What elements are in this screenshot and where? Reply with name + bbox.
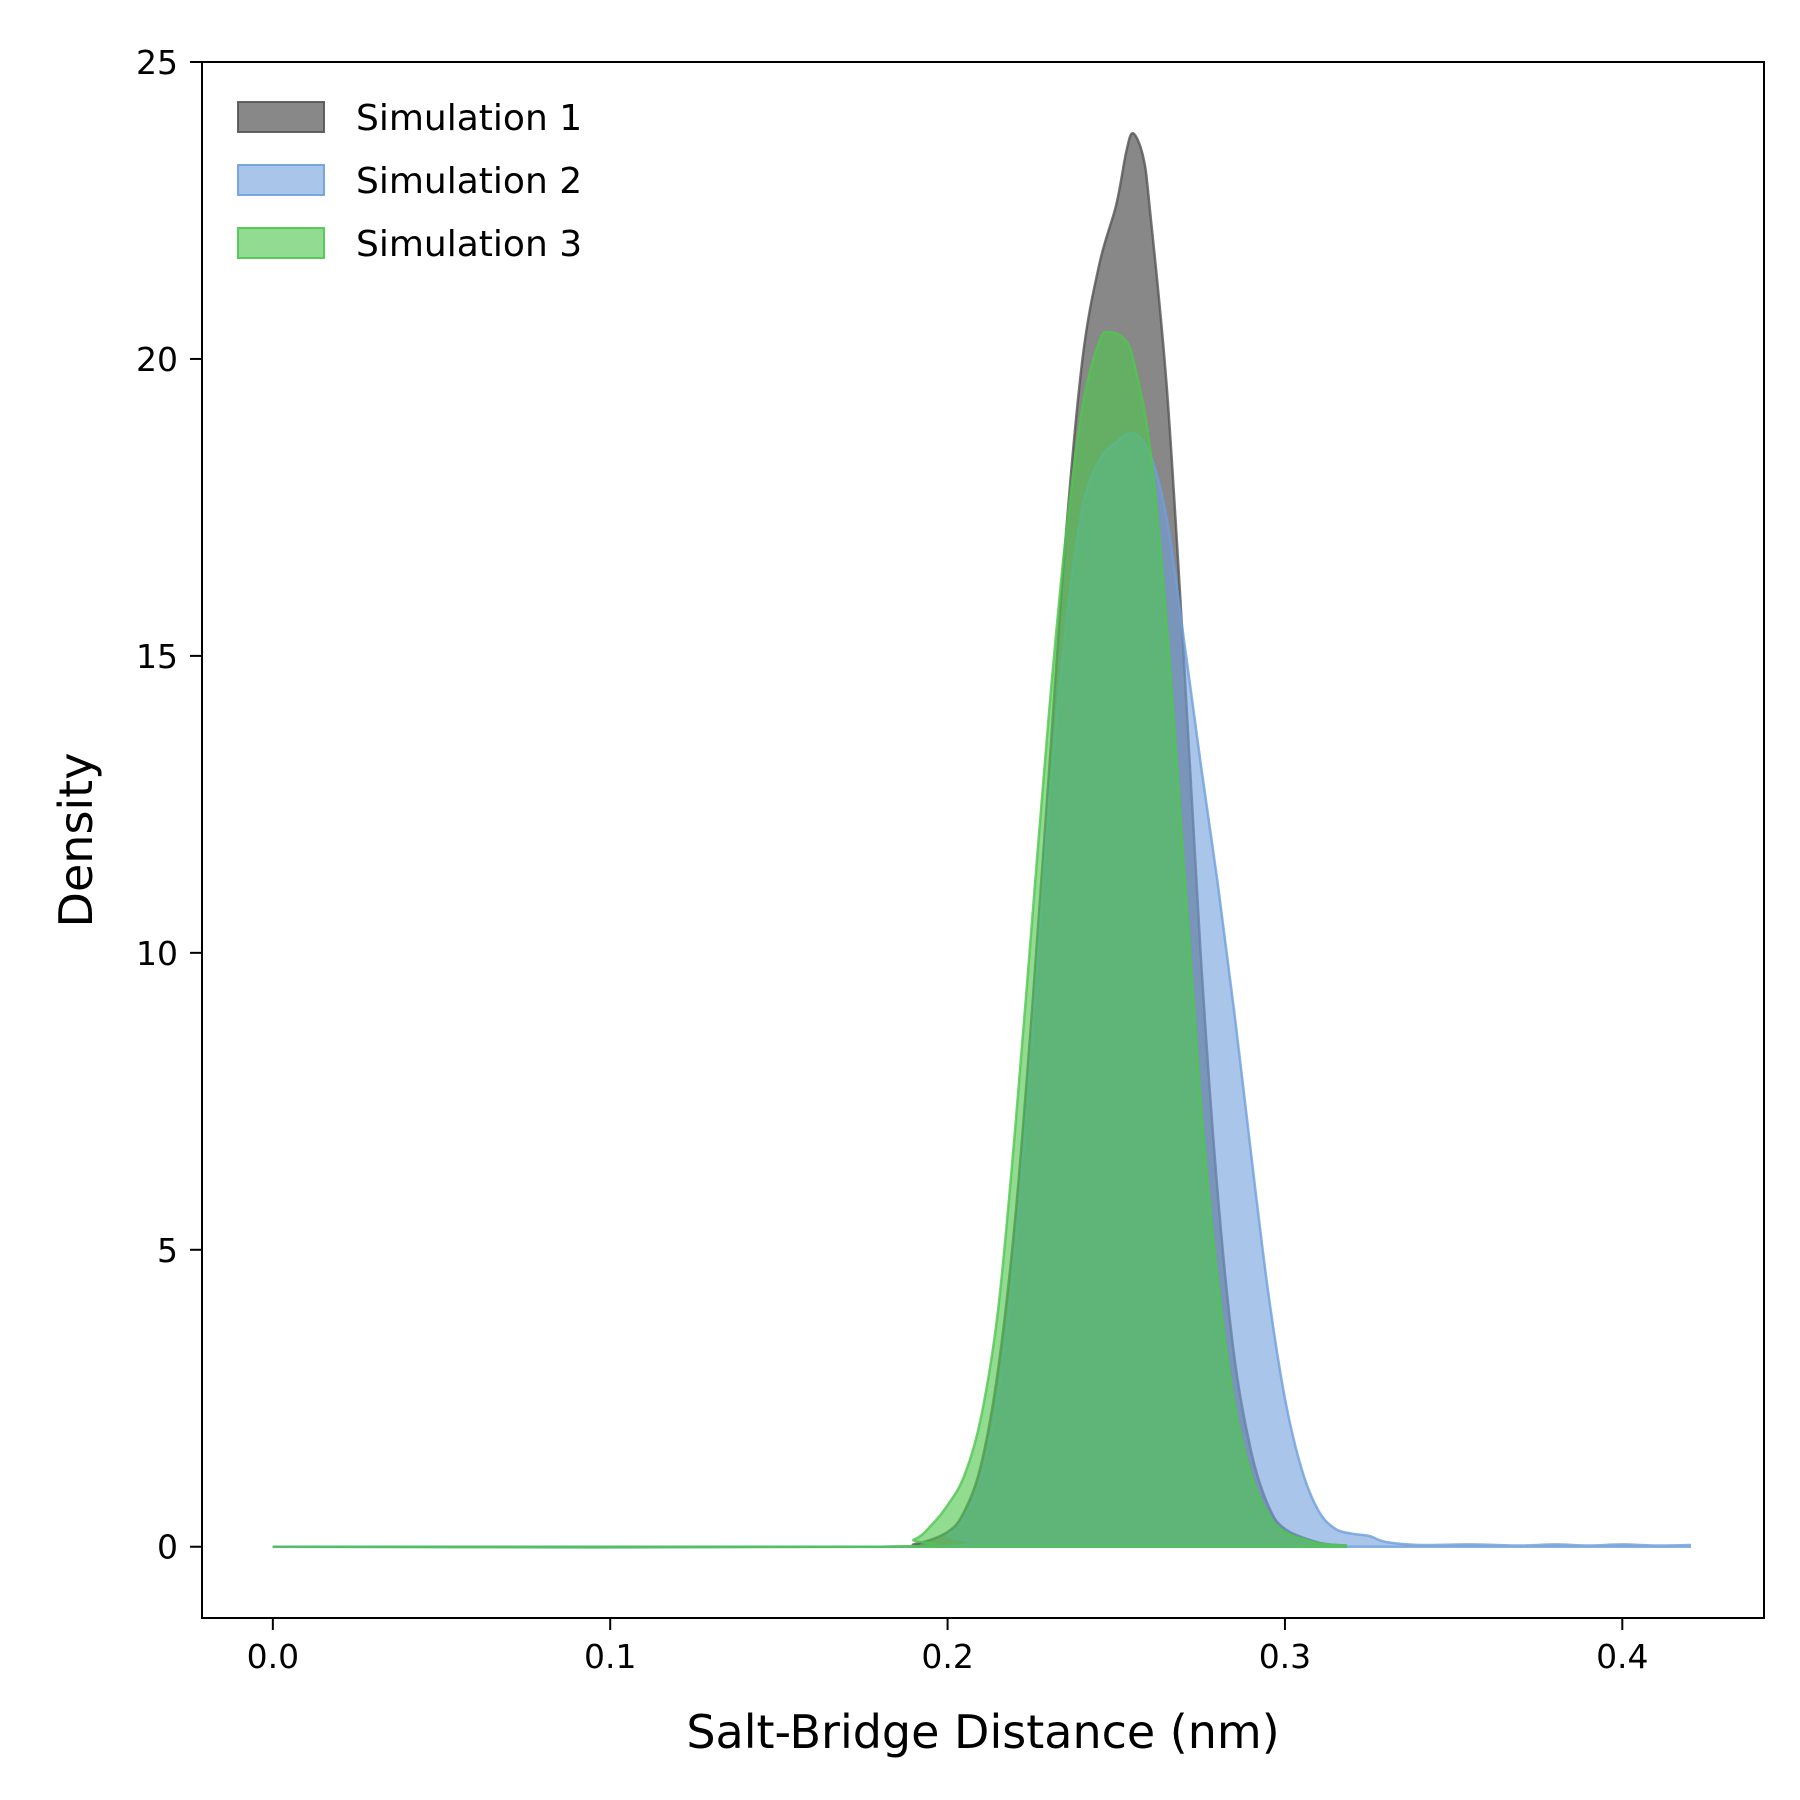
y-tick-label: 25 [136,43,178,82]
x-tick-label: 0.3 [1259,1637,1311,1676]
y-axis-ticks: 0 5 10 15 20 25 [136,43,202,1567]
series-layer [272,132,1692,1549]
series-area-simulation-3 [272,330,1347,1549]
legend-swatch [237,227,325,259]
legend-label: Simulation 3 [356,224,582,265]
x-axis-ticks: 0.0 0.1 0.2 0.3 0.4 [247,1618,1649,1676]
x-tick-label: 0.1 [584,1637,636,1676]
legend: Simulation 1 Simulation 2 Simulation 3 [237,98,582,265]
y-tick-label: 20 [136,340,178,379]
legend-swatch [237,164,325,196]
legend-label: Simulation 2 [356,161,582,202]
x-tick-label: 0.0 [247,1637,299,1676]
x-axis-label: Salt-Bridge Distance (nm) [686,1705,1279,1759]
y-tick-label: 10 [136,934,178,973]
y-axis-label: Density [49,753,103,928]
x-tick-label: 0.2 [921,1637,973,1676]
y-tick-label: 5 [157,1231,178,1270]
y-tick-label: 0 [157,1528,178,1567]
plot-frame [201,61,1765,1619]
series-area-simulation-2 [272,431,1692,1549]
x-tick-label: 0.4 [1596,1637,1648,1676]
y-tick-label: 15 [136,637,178,676]
legend-swatch [237,101,325,133]
legend-label: Simulation 1 [356,98,582,139]
